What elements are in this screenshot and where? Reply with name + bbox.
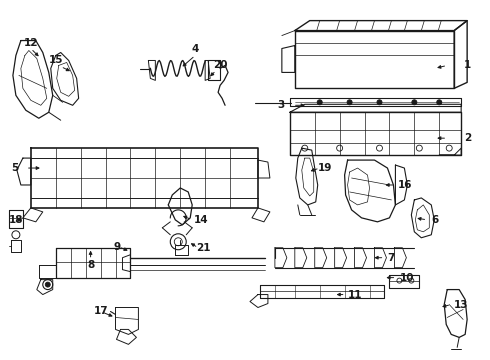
Text: 3: 3 <box>278 100 285 110</box>
Text: 11: 11 <box>347 289 362 300</box>
Text: 20: 20 <box>213 60 228 71</box>
Text: 5: 5 <box>12 163 19 173</box>
Text: 15: 15 <box>49 55 63 66</box>
Circle shape <box>317 100 322 105</box>
Text: 13: 13 <box>454 300 469 310</box>
Text: 18: 18 <box>9 215 24 225</box>
Circle shape <box>377 100 382 105</box>
Text: 1: 1 <box>464 60 471 71</box>
Text: 4: 4 <box>192 44 199 54</box>
Text: 2: 2 <box>464 133 471 143</box>
Text: 19: 19 <box>318 163 332 173</box>
Text: 7: 7 <box>388 253 395 263</box>
Text: 10: 10 <box>399 273 414 283</box>
Text: 12: 12 <box>24 37 38 48</box>
Circle shape <box>45 282 50 287</box>
Text: 17: 17 <box>94 306 108 316</box>
Circle shape <box>347 100 352 105</box>
Text: 21: 21 <box>196 243 211 253</box>
Text: 16: 16 <box>397 180 412 190</box>
Text: 9: 9 <box>114 242 121 252</box>
Circle shape <box>412 100 417 105</box>
Text: 8: 8 <box>87 260 94 270</box>
Text: 6: 6 <box>431 215 439 225</box>
Circle shape <box>437 100 442 105</box>
Text: 14: 14 <box>194 215 209 225</box>
